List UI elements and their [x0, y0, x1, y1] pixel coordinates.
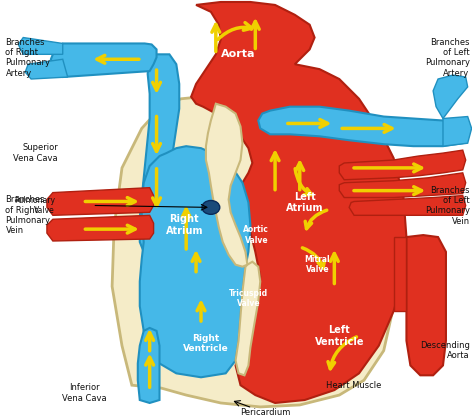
- Text: Tricuspid
Valve: Tricuspid Valve: [229, 288, 268, 308]
- Text: Heart Muscle: Heart Muscle: [327, 381, 382, 390]
- Polygon shape: [433, 75, 468, 119]
- Polygon shape: [443, 117, 472, 146]
- Text: Left
Atrium: Left Atrium: [286, 192, 323, 213]
- Polygon shape: [140, 146, 250, 377]
- Text: Pulmonary
Valve: Pulmonary Valve: [14, 196, 55, 215]
- Text: Right
Ventricle: Right Ventricle: [183, 334, 229, 353]
- Polygon shape: [140, 54, 179, 255]
- Polygon shape: [47, 188, 154, 215]
- Text: Branches
of Right
Pulmonary
Vein: Branches of Right Pulmonary Vein: [5, 195, 50, 235]
- Text: Pericardium: Pericardium: [240, 408, 291, 417]
- Polygon shape: [206, 104, 247, 267]
- Text: Branches
of Left
Pulmonary
Vein: Branches of Left Pulmonary Vein: [425, 186, 470, 226]
- Text: Aortic
Valve: Aortic Valve: [243, 225, 269, 245]
- Text: Aorta: Aorta: [221, 49, 256, 59]
- Text: Superior
Vena Cava: Superior Vena Cava: [13, 143, 58, 163]
- Text: Descending
Aorta: Descending Aorta: [420, 341, 470, 360]
- Text: Branches
of Left
Pulmonary
Artery: Branches of Left Pulmonary Artery: [425, 38, 470, 78]
- Text: Inferior
Vena Cava: Inferior Vena Cava: [62, 383, 107, 403]
- Polygon shape: [339, 173, 465, 198]
- Text: Branches
of Right
Pulmonary
Artery: Branches of Right Pulmonary Artery: [5, 38, 50, 78]
- Polygon shape: [18, 38, 63, 54]
- Text: Left
Ventricle: Left Ventricle: [315, 325, 364, 347]
- Polygon shape: [25, 59, 68, 79]
- Polygon shape: [112, 92, 399, 407]
- Polygon shape: [236, 262, 260, 375]
- Polygon shape: [393, 237, 406, 311]
- Polygon shape: [47, 215, 154, 241]
- Polygon shape: [138, 328, 160, 403]
- Ellipse shape: [202, 201, 220, 214]
- Polygon shape: [258, 107, 465, 146]
- Text: Mitral
Valve: Mitral Valve: [305, 255, 330, 274]
- Polygon shape: [191, 2, 406, 403]
- Polygon shape: [339, 150, 465, 180]
- Polygon shape: [51, 43, 156, 77]
- Polygon shape: [349, 196, 465, 215]
- Text: Right
Atrium: Right Atrium: [165, 214, 203, 236]
- Polygon shape: [406, 235, 446, 375]
